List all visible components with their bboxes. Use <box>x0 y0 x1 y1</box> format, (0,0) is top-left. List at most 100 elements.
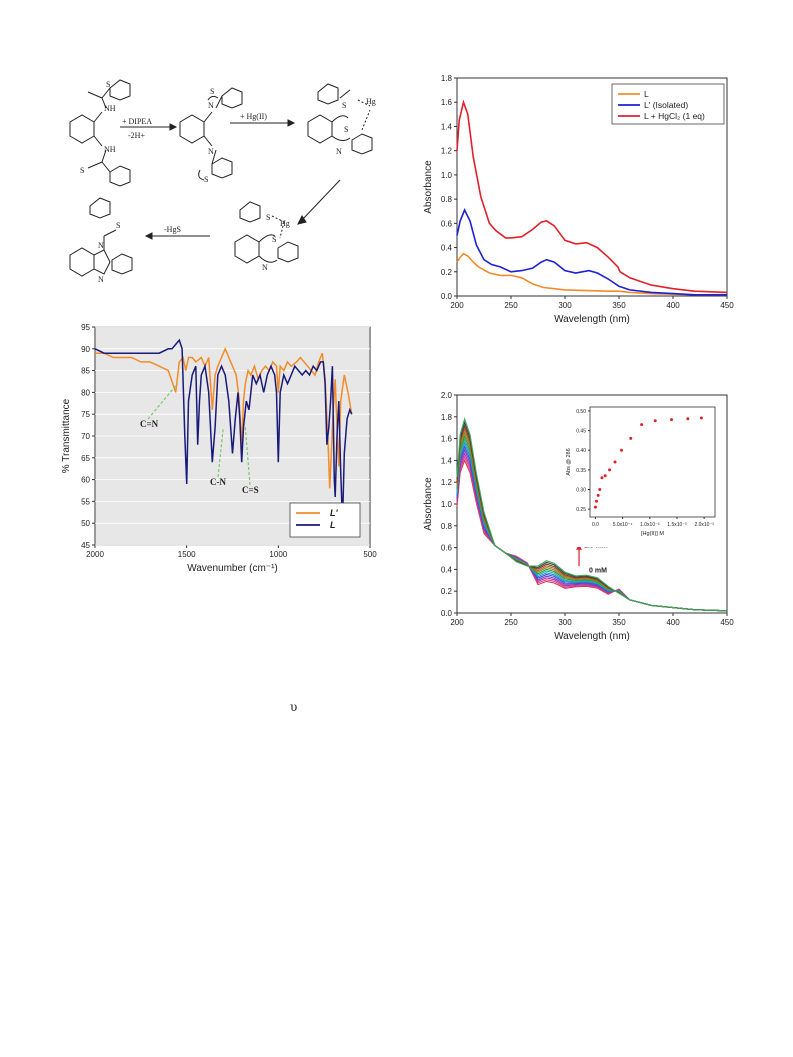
inset-point <box>670 418 674 422</box>
y-tick-label: 1.0 <box>441 171 453 180</box>
x-tick-label: 300 <box>558 301 572 310</box>
y-tick-label: 1.0 <box>441 500 453 509</box>
x-axis-label: Wavelength (nm) <box>554 631 630 642</box>
plot-frame <box>456 77 728 297</box>
atom-label-n6: N <box>98 275 104 284</box>
titration-curve <box>456 417 728 612</box>
y-tick-label: 80 <box>81 388 90 397</box>
y-tick-label: 65 <box>81 454 90 463</box>
legend-label: L <box>330 520 336 530</box>
x-tick-label: 450 <box>720 301 734 310</box>
annotation-leader <box>217 427 224 478</box>
legend-label: L <box>644 89 649 99</box>
y-tick-label: 85 <box>81 367 90 376</box>
inset-y-tick-label: 0.30 <box>576 488 586 494</box>
legend: L' L <box>289 502 361 538</box>
step1-byproduct: -2H+ <box>128 131 145 140</box>
inset-background <box>560 397 725 547</box>
atom-label-nh2: NH <box>104 145 116 154</box>
atom-label-nh1: NH <box>104 104 116 113</box>
stray-symbol: υ <box>290 700 298 714</box>
atom-label-hg2: Hg <box>280 219 290 228</box>
inset-point <box>629 436 633 440</box>
step4-byproduct: -HgS <box>164 225 181 234</box>
atom-label-s8: S <box>272 235 276 244</box>
inset-point <box>600 476 604 480</box>
annotation-label: C=N <box>140 419 159 429</box>
x-tick-label: 300 <box>558 618 572 627</box>
y-tick-label: 0.6 <box>441 544 453 553</box>
y-tick-label: 0.8 <box>441 522 453 531</box>
atom-label-hg1: Hg <box>366 97 376 106</box>
inset-x-tick-label: 1.5x10⁻³ <box>667 522 687 528</box>
y-tick-label: 50 <box>81 519 90 528</box>
x-tick-label: 2000 <box>86 550 104 559</box>
y-tick-label: 55 <box>81 497 90 506</box>
reaction-scheme: S NH NH S + DIPEA -2H+ N N S S + Hg(II) … <box>69 79 376 284</box>
x-tick-label: 400 <box>666 618 680 627</box>
increase-arrow-head <box>576 544 583 550</box>
atom-label-n3: N <box>336 147 342 156</box>
atom-label-n1: N <box>208 101 214 110</box>
ir-spectrum-chart: 2000 1500 1000 500 45 50 55 60 65 70 75 80 85 90 95 Wav… <box>61 323 377 574</box>
inset-x-tick-label: 5.0x10⁻⁴ <box>613 522 633 528</box>
uv-vis-chart: 200 250 300 350 400 450 0.0 0.2 0.4 0.6 0.8 1.0 1.2 1… <box>423 74 734 325</box>
y-tick-label: 60 <box>81 476 90 485</box>
x-tick-label: 350 <box>612 618 626 627</box>
inset-point <box>699 416 703 420</box>
inset-point <box>595 499 599 503</box>
y-tick-label: 90 <box>81 345 90 354</box>
y-tick-label: 1.2 <box>441 478 453 487</box>
atom-label-s3: S <box>210 87 214 96</box>
y-tick-label: 70 <box>81 432 90 441</box>
atom-label-s5: S <box>342 101 346 110</box>
annotation-label: C=S <box>242 485 259 495</box>
y-tick-label: 0.0 <box>441 609 453 618</box>
y-axis-label: Absorbance <box>423 160 434 214</box>
annotation-leader <box>147 383 178 420</box>
x-tick-label: 350 <box>612 301 626 310</box>
legend-label: L' <box>330 508 338 518</box>
annotation-label: 0 mM <box>589 568 607 575</box>
legend-box <box>289 502 361 538</box>
y-tick-label: 45 <box>81 541 90 550</box>
inset-frame <box>589 406 716 518</box>
x-axis-label: Wavelength (nm) <box>554 314 630 325</box>
inset-point <box>620 448 624 452</box>
x-tick-label: 500 <box>363 550 377 559</box>
legend-box <box>611 83 725 125</box>
atom-label-n2: N <box>208 147 214 156</box>
inset-x-tick-label: 1.0x10⁻³ <box>640 522 660 528</box>
inset-point <box>608 468 612 472</box>
step2-reagent: + Hg(II) <box>240 112 267 121</box>
y-tick-label: 1.4 <box>441 122 453 131</box>
y-tick-label: 95 <box>81 323 90 332</box>
inset-point <box>640 423 644 427</box>
series-line-0 <box>456 252 727 296</box>
x-tick-label: 200 <box>450 301 464 310</box>
inset-point <box>613 460 617 464</box>
atom-label-s2: S <box>80 166 84 175</box>
y-tick-label: 0.8 <box>441 195 453 204</box>
arrow-3 <box>301 179 341 221</box>
atom-label-s1: S <box>106 80 110 89</box>
x-tick-label: 400 <box>666 301 680 310</box>
inset-y-tick-label: 0.45 <box>576 429 586 435</box>
legend-label: L' (Isolated) <box>644 100 688 110</box>
y-tick-label: 75 <box>81 410 90 419</box>
y-tick-label: 1.6 <box>441 98 453 107</box>
inset-point <box>593 505 597 509</box>
y-tick-label: 0.6 <box>441 219 453 228</box>
x-tick-label: 1500 <box>178 550 196 559</box>
benzene-ring <box>69 114 95 144</box>
y-tick-label: 0.0 <box>441 292 453 301</box>
y-tick-label: 0.4 <box>441 565 453 574</box>
y-tick-label: 2.0 <box>441 391 453 400</box>
atom-label-s7: S <box>266 213 270 222</box>
inset-y-tick-label: 0.40 <box>576 448 586 454</box>
y-tick-label: 1.8 <box>441 413 453 422</box>
series-line-1 <box>456 208 727 296</box>
x-tick-label: 250 <box>504 618 518 627</box>
x-axis-label: Wavenumber (cm⁻¹) <box>187 563 277 574</box>
